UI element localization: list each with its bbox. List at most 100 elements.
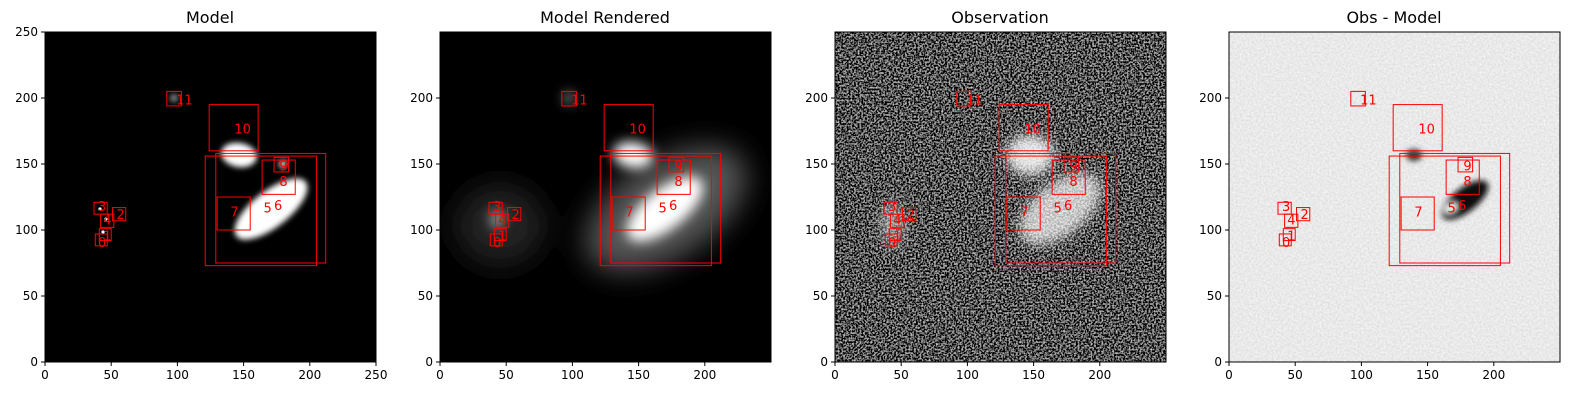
detection-box <box>1282 228 1296 242</box>
box-label: 10 <box>629 122 646 137</box>
y-tick-label: 0 <box>425 355 433 369</box>
box-label: 9 <box>1069 159 1077 174</box>
x-tick-label: 0 <box>436 368 444 382</box>
detection-box <box>94 233 108 247</box>
axes-frame <box>44 31 377 363</box>
detection-box <box>956 90 972 107</box>
x-tick-label: 0 <box>41 368 49 382</box>
box-label: 11 <box>966 93 983 108</box>
box-label: 1 <box>1287 229 1295 244</box>
panel-title: Obs - Model <box>1346 8 1441 27</box>
residual-features <box>1406 149 1489 220</box>
detection-box <box>884 233 898 247</box>
box-label: 2 <box>511 208 519 223</box>
y-tick-label: 50 <box>23 289 38 303</box>
box-label: 6 <box>274 199 282 214</box>
box-label: 9 <box>674 159 682 174</box>
rendered-sources <box>490 93 704 242</box>
detection-box <box>208 104 259 152</box>
detection-box <box>1063 156 1080 173</box>
box-label: 3 <box>98 200 106 215</box>
detection-box <box>493 228 507 242</box>
y-tick-label: 250 <box>15 25 38 39</box>
detection-box <box>610 152 722 264</box>
detection-box <box>204 155 317 267</box>
source-blob <box>613 141 653 169</box>
box-label: 3 <box>1282 200 1290 215</box>
box-label: 8 <box>1463 175 1471 190</box>
image-background <box>45 32 376 362</box>
y-tick-label: 150 <box>15 157 38 171</box>
detection-box <box>1388 155 1501 267</box>
box-label: 8 <box>674 175 682 190</box>
box-label: 1 <box>893 229 901 244</box>
x-tick-label: 150 <box>232 368 255 382</box>
box-label: 0 <box>888 236 896 251</box>
box-label: 5 <box>1447 202 1455 217</box>
box-label: 11 <box>571 93 588 108</box>
x-tick-label: 200 <box>1482 368 1505 382</box>
x-tick-label: 0 <box>1225 368 1233 382</box>
box-label: 0 <box>493 236 501 251</box>
y-tick-label: 50 <box>1207 289 1222 303</box>
box-label: 3 <box>493 200 501 215</box>
image-noise <box>835 32 1166 362</box>
source-blob <box>221 142 257 168</box>
box-label: 10 <box>234 122 251 137</box>
source-point <box>104 217 108 221</box>
detection-box <box>611 196 646 231</box>
axes-frame <box>1228 31 1561 363</box>
panel-title: Model Rendered <box>540 8 670 27</box>
detection-box <box>1400 196 1435 231</box>
residual-blob <box>1444 203 1458 213</box>
y-tick-label: 100 <box>1199 223 1222 237</box>
y-tick-label: 0 <box>1214 355 1222 369</box>
box-label: 10 <box>1418 122 1435 137</box>
detection-box <box>495 213 510 228</box>
y-tick-label: 150 <box>1199 157 1222 171</box>
x-tick-label: 150 <box>627 368 650 382</box>
box-label: 4 <box>103 213 111 228</box>
y-tick-label: 200 <box>410 91 433 105</box>
detection-box <box>1392 104 1443 152</box>
x-tick-label: 100 <box>561 368 584 382</box>
x-tick-label: 200 <box>693 368 716 382</box>
detection-box <box>166 90 182 107</box>
detection-box <box>994 155 1107 267</box>
detection-box <box>489 233 503 247</box>
x-tick-label: 50 <box>1288 368 1303 382</box>
panel-title: Model <box>186 8 234 27</box>
detection-box <box>98 228 112 242</box>
y-tick-label: 150 <box>805 157 828 171</box>
source-blob <box>626 176 704 242</box>
detection-box <box>1006 196 1041 231</box>
x-tick-label: 150 <box>1416 368 1439 382</box>
detection-box <box>1350 90 1366 107</box>
residual-blob <box>1406 149 1422 161</box>
box-label: 9 <box>279 159 287 174</box>
detection-box <box>890 213 905 228</box>
box-label: 11 <box>1360 93 1377 108</box>
detection-box <box>561 90 577 107</box>
box-label: 3 <box>888 200 896 215</box>
box-label: 4 <box>498 213 506 228</box>
source-blob <box>1018 173 1102 245</box>
detection-box <box>888 228 902 242</box>
box-label: 7 <box>230 206 238 221</box>
source-blob <box>881 201 905 249</box>
detection-box <box>656 159 691 195</box>
y-tick-label: 0 <box>30 355 38 369</box>
y-tick-label: 200 <box>1199 91 1222 105</box>
detection-box <box>1051 159 1086 195</box>
y-tick-label: 50 <box>813 289 828 303</box>
source-point <box>98 207 102 211</box>
source-blob <box>170 94 178 102</box>
y-tick-label: 100 <box>15 223 38 237</box>
